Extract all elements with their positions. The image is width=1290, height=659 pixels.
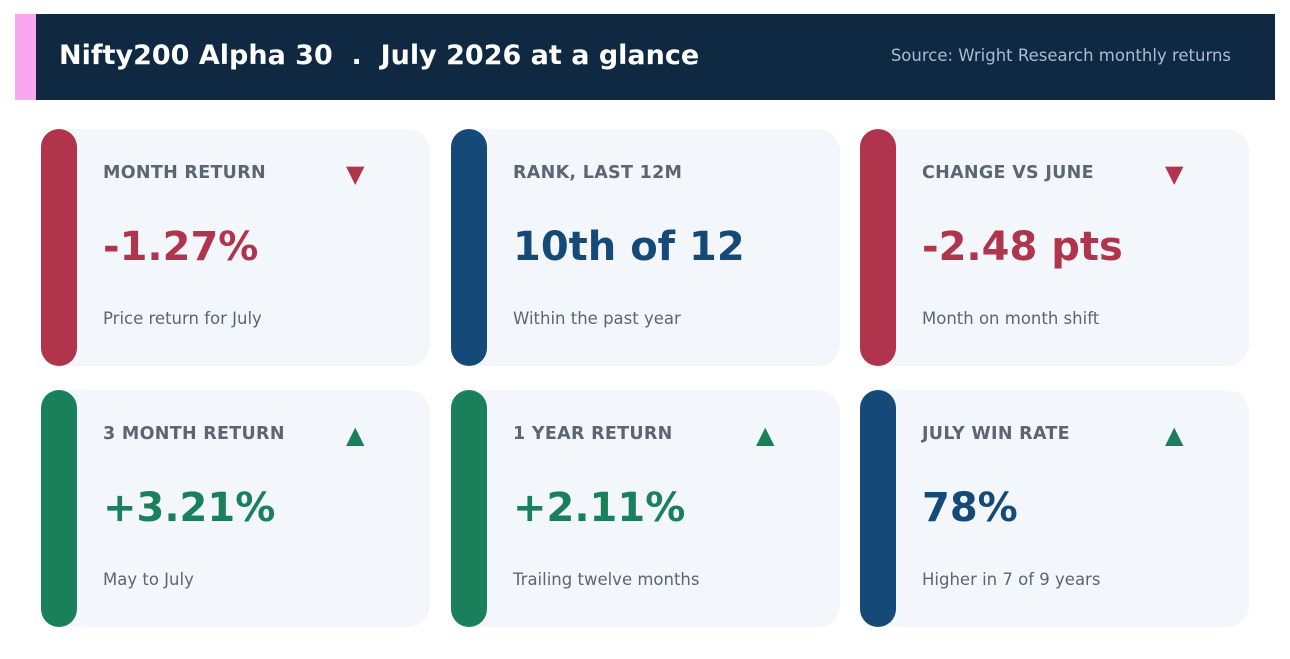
kpi-card-3-month-return: 3 MONTH RETURN ▲ +3.21% May to July	[41, 390, 430, 627]
triangle-down-icon: ▼	[1165, 160, 1184, 188]
card-label: JULY WIN RATE	[922, 424, 1070, 444]
card-subtitle: Within the past year	[513, 309, 681, 328]
card-accent-bar	[451, 390, 487, 627]
card-value: 78%	[922, 485, 1018, 531]
kpi-card-july-win-rate: JULY WIN RATE ▲ 78% Higher in 7 of 9 yea…	[860, 390, 1249, 627]
card-label: MONTH RETURN	[103, 163, 266, 183]
triangle-up-icon: ▲	[1165, 421, 1184, 449]
card-accent-bar	[41, 390, 77, 627]
source-note: Source: Wright Research monthly returns	[890, 46, 1231, 65]
triangle-up-icon: ▲	[756, 421, 775, 449]
card-subtitle: Month on month shift	[922, 309, 1100, 328]
triangle-up-icon: ▲	[346, 421, 365, 449]
kpi-card-month-return: MONTH RETURN ▼ -1.27% Price return for J…	[41, 129, 430, 366]
card-label: 1 YEAR RETURN	[513, 424, 673, 444]
card-label: 3 MONTH RETURN	[103, 424, 285, 444]
card-subtitle: Trailing twelve months	[513, 570, 700, 589]
card-accent-bar	[41, 129, 77, 366]
card-value: 10th of 12	[513, 224, 745, 270]
card-value: -1.27%	[103, 224, 259, 270]
page-title: Nifty200 Alpha 30 . July 2026 at a glanc…	[59, 40, 700, 71]
card-label: RANK, LAST 12M	[513, 163, 683, 183]
kpi-card-change-vs-june: CHANGE VS JUNE ▼ -2.48 pts Month on mont…	[860, 129, 1249, 366]
triangle-down-icon: ▼	[346, 160, 365, 188]
card-accent-bar	[860, 390, 896, 627]
card-subtitle: May to July	[103, 570, 194, 589]
card-value: +3.21%	[103, 485, 276, 531]
card-accent-bar	[860, 129, 896, 366]
dashboard-header: Nifty200 Alpha 30 . July 2026 at a glanc…	[15, 14, 1275, 100]
kpi-card-1-year-return: 1 YEAR RETURN ▲ +2.11% Trailing twelve m…	[451, 390, 840, 627]
card-subtitle: Price return for July	[103, 309, 262, 328]
card-accent-bar	[451, 129, 487, 366]
header-accent-bar	[15, 14, 36, 100]
card-subtitle: Higher in 7 of 9 years	[922, 570, 1101, 589]
kpi-card-rank-last-12m: RANK, LAST 12M 10th of 12 Within the pas…	[451, 129, 840, 366]
card-value: -2.48 pts	[922, 224, 1123, 270]
card-value: +2.11%	[513, 485, 686, 531]
card-label: CHANGE VS JUNE	[922, 163, 1094, 183]
